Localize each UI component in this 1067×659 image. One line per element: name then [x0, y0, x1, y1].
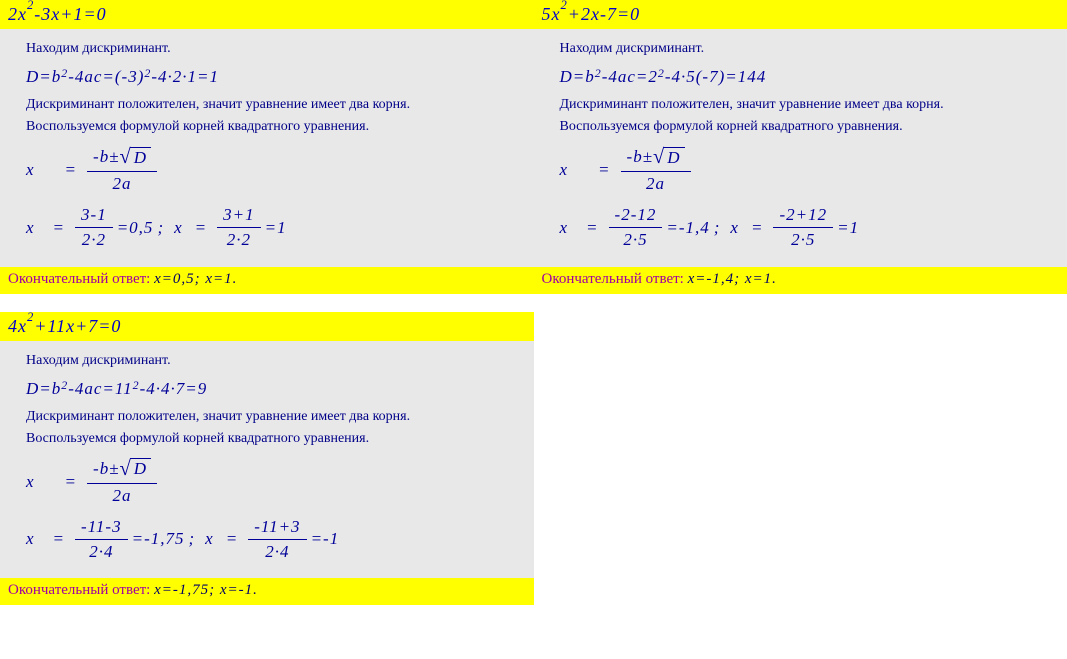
roots-computed: x= -11-32·4 =-1,75; x= -11+32·4 =-1	[26, 517, 520, 563]
discriminant-formula: D=b2-4ac=112-4·4·7=9	[26, 379, 520, 399]
solution-body: Находим дискриминант. D=b2-4ac=112-4·4·7…	[0, 341, 534, 579]
roots-computed: x= 3-12·2 =0,5; x= 3+12·2 =1	[26, 205, 520, 251]
solution-body: Находим дискриминант. D=b2-4ac=(-3)2-4·2…	[0, 29, 534, 267]
discriminant-positive-text: Дискриминант положителен, значит уравнен…	[560, 97, 1054, 113]
problem-card-2: 5x2+2x-7=0 Находим дискриминант. D=b2-4a…	[534, 0, 1067, 294]
answer-label: Окончательный ответ:	[8, 582, 150, 598]
discriminant-formula: D=b2-4ac=(-3)2-4·2·1=1	[26, 67, 520, 87]
root-general-formula: x= -b±√D 2a	[26, 457, 520, 507]
equation-header: 5x2+2x-7=0	[534, 0, 1067, 29]
answer-value: x=0,5; x=1.	[154, 271, 237, 287]
discriminant-formula: D=b2-4ac=22-4·5(-7)=144	[560, 67, 1054, 87]
answer-value: x=-1,75; x=-1.	[154, 582, 258, 598]
equation-header: 4x2+11x+7=0	[0, 312, 534, 341]
find-discriminant-text: Находим дискриминант.	[26, 353, 520, 369]
root-general-formula: x= -b±√D 2a	[560, 145, 1054, 195]
answer-label: Окончательный ответ:	[542, 271, 684, 287]
answer-value: x=-1,4; x=1.	[688, 271, 777, 287]
equation-header: 2x2-3x+1=0	[0, 0, 534, 29]
final-answer-row: Окончательный ответ: x=-1,75; x=-1.	[0, 578, 534, 605]
final-answer-row: Окончательный ответ: x=0,5; x=1.	[0, 267, 534, 294]
find-discriminant-text: Находим дискриминант.	[560, 41, 1054, 57]
use-formula-text: Воспользуемся формулой корней квадратног…	[560, 119, 1054, 135]
roots-computed: x= -2-122·5 =-1,4; x= -2+122·5 =1	[560, 205, 1054, 251]
problem-card-3: 4x2+11x+7=0 Находим дискриминант. D=b2-4…	[0, 312, 534, 606]
discriminant-positive-text: Дискриминант положителен, значит уравнен…	[26, 97, 520, 113]
root-general-formula: x= -b±√D 2a	[26, 145, 520, 195]
discriminant-positive-text: Дискриминант положителен, значит уравнен…	[26, 409, 520, 425]
final-answer-row: Окончательный ответ: x=-1,4; x=1.	[534, 267, 1067, 294]
answer-label: Окончательный ответ:	[8, 271, 150, 287]
empty-cell	[534, 312, 1067, 606]
problem-card-1: 2x2-3x+1=0 Находим дискриминант. D=b2-4a…	[0, 0, 534, 294]
solution-body: Находим дискриминант. D=b2-4ac=22-4·5(-7…	[534, 29, 1067, 267]
find-discriminant-text: Находим дискриминант.	[26, 41, 520, 57]
use-formula-text: Воспользуемся формулой корней квадратног…	[26, 431, 520, 447]
use-formula-text: Воспользуемся формулой корней квадратног…	[26, 119, 520, 135]
